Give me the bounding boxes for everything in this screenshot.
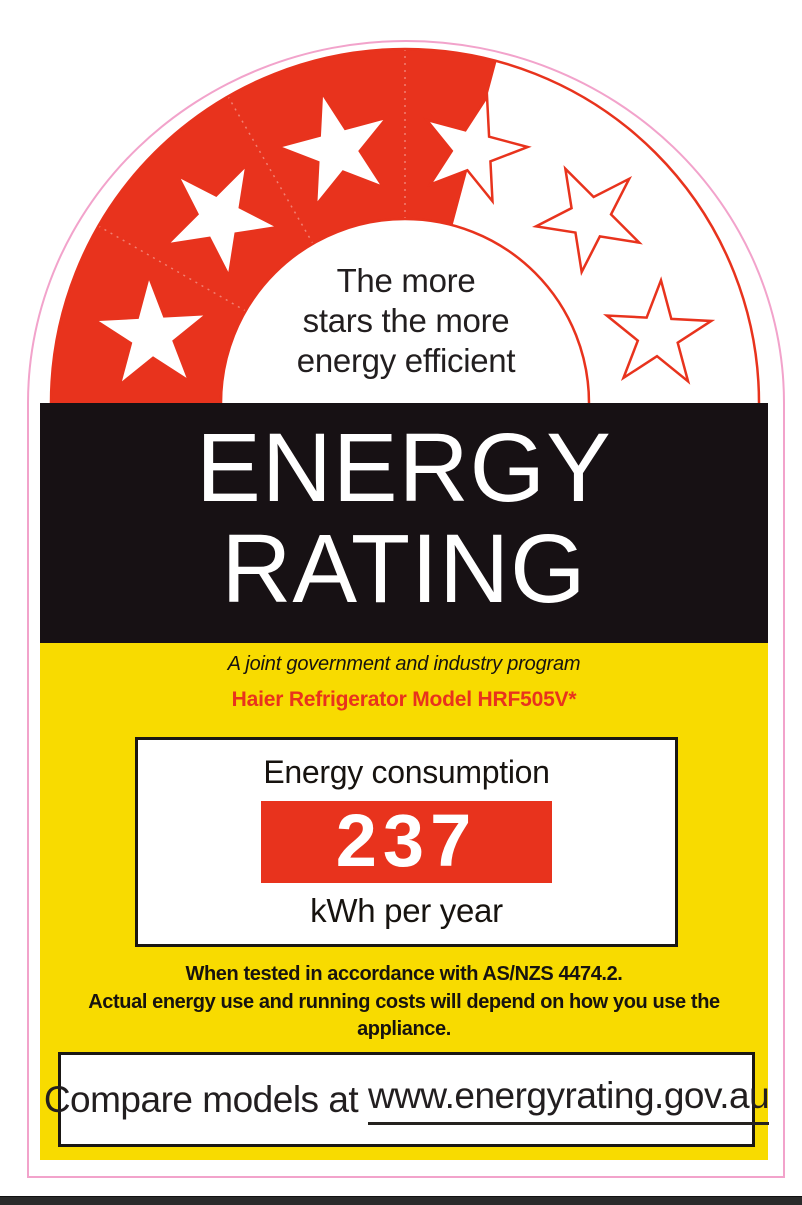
energy-consumption-box: Energy consumption 237 kWh per year xyxy=(135,737,678,947)
compare-prefix: Compare models at xyxy=(43,1078,368,1120)
footnote-test-standard: When tested in accordance with AS/NZS 44… xyxy=(185,963,623,985)
sector-separator xyxy=(227,96,314,245)
tagline-line-2: stars the more xyxy=(302,302,510,339)
page-bottom-edge xyxy=(0,1196,802,1205)
tagline-line-3: energy efficient xyxy=(296,342,516,379)
program-line: A joint government and industry program xyxy=(227,653,581,675)
star-6-outline xyxy=(602,276,716,385)
inner-circle-outline xyxy=(219,217,591,403)
consumption-value: 237 xyxy=(335,799,478,882)
tagline-line-1: The more xyxy=(336,262,476,299)
title-band: ENERGY RATING xyxy=(40,403,768,643)
title-line-rating: RATING xyxy=(221,514,587,623)
energy-rating-label: The more stars the more energy efficient… xyxy=(27,40,785,1178)
arch-tagline: The more stars the more energy efficient xyxy=(29,261,783,381)
star-3-filled xyxy=(282,96,384,202)
star-4-half xyxy=(423,92,532,206)
star-1-filled xyxy=(98,280,204,382)
footnote-actual-use: Actual energy use and running costs will… xyxy=(88,990,720,1041)
star-rating-arch xyxy=(49,47,761,403)
footnotes: When tested in accordance with AS/NZS 44… xyxy=(40,961,768,1044)
yellow-panel: A joint government and industry program … xyxy=(40,643,770,1160)
inner-circle-background xyxy=(221,219,589,403)
star-2-filled xyxy=(170,168,275,273)
model-line: Haier Refrigerator Model HRF505V* xyxy=(231,688,577,711)
consumption-value-box: 237 xyxy=(261,801,552,883)
arch-red-fill-sector xyxy=(51,49,497,403)
compare-url-link[interactable]: www.energyrating.gov.au xyxy=(367,1075,770,1125)
consumption-heading: Energy consumption xyxy=(263,754,550,790)
title-line-energy: ENERGY xyxy=(196,413,612,522)
sector-separator xyxy=(98,225,247,312)
consumption-unit: kWh per year xyxy=(310,892,503,929)
compare-models-box: Compare models at www.energyrating.gov.a… xyxy=(44,1052,770,1147)
star-5-outline xyxy=(532,165,643,276)
arch-outer-outline xyxy=(49,47,761,403)
